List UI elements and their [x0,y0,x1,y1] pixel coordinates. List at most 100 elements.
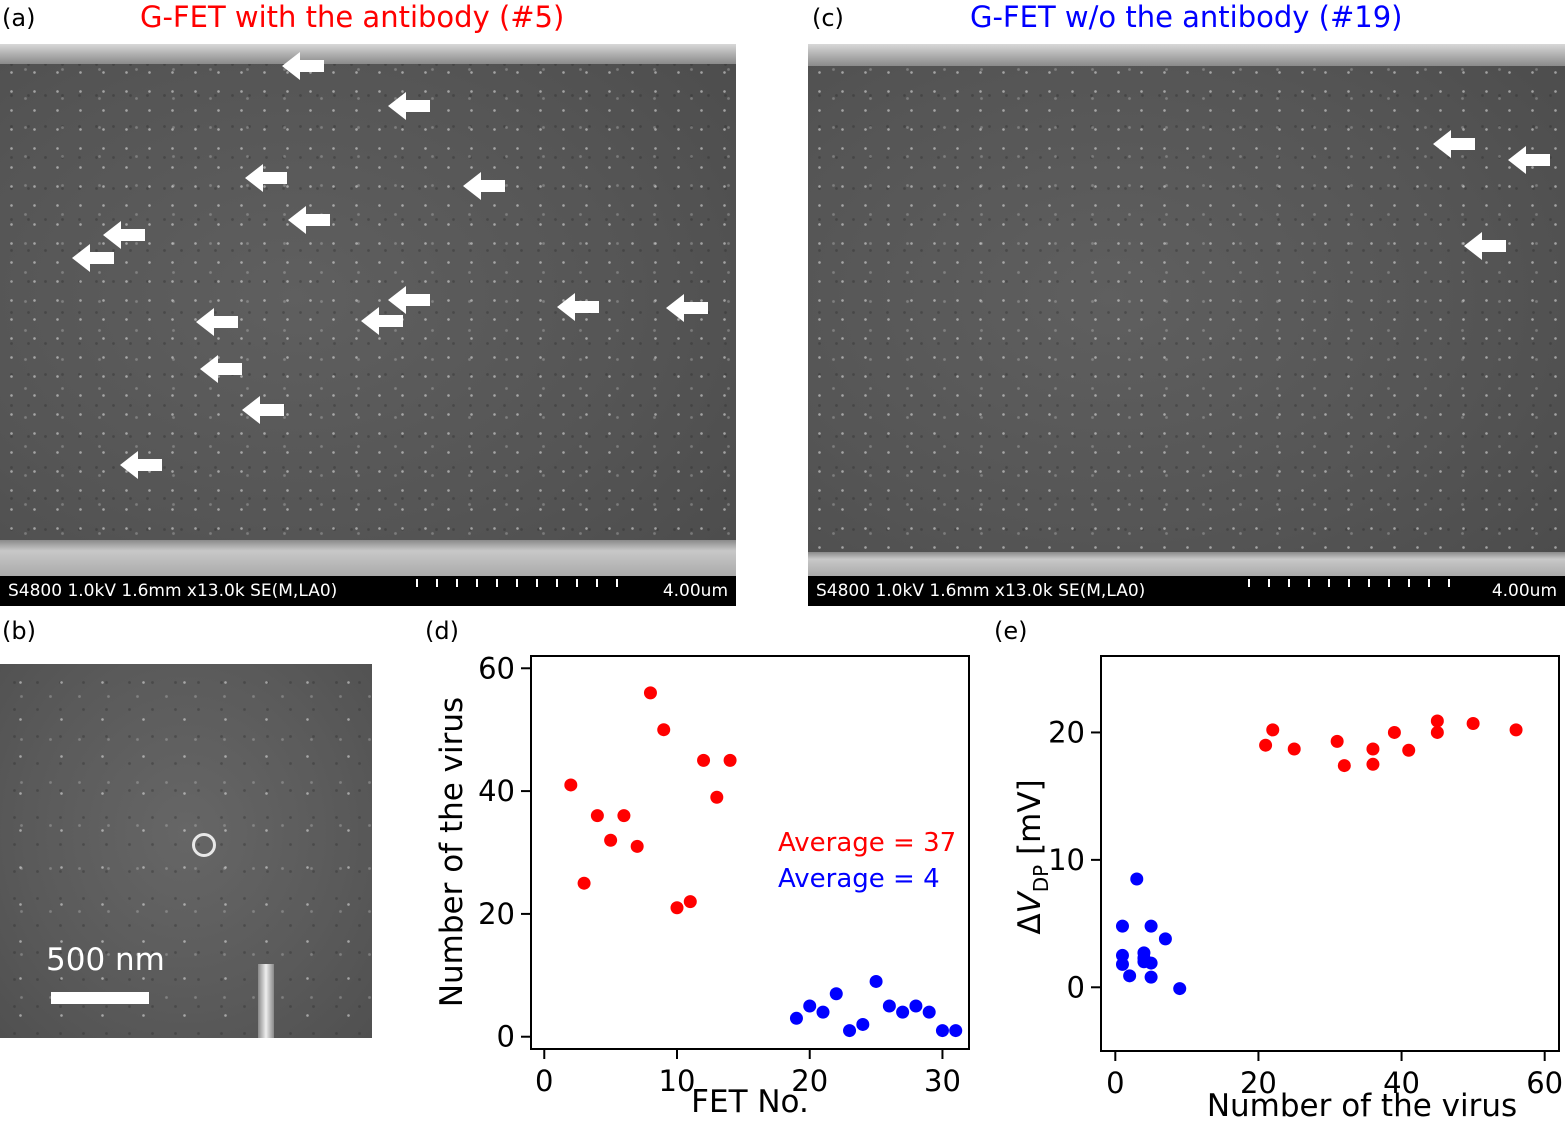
data-point [922,1005,936,1019]
panel-c-title: G-FET w/o the antibody (#19) [970,0,1403,34]
data-point [590,809,604,823]
chart-d-frame [530,655,970,1050]
data-point [630,839,644,853]
arrow-icon [72,244,114,272]
arrow-icon [288,206,330,234]
scale-tick [456,579,458,587]
x-tick-label: 20 [1240,1066,1277,1100]
sem-info-bar-c: S4800 1.0kV 1.6mm x13.0k SE(M,LA0) 4.00u… [808,576,1565,606]
scale-bar-b [51,992,149,1004]
scale-tick [1388,579,1390,587]
data-point [564,778,578,792]
chart-d-annotation-blue: Average = 4 [778,864,940,894]
data-point [577,876,591,890]
sem-info-a: S4800 1.0kV 1.6mm x13.0k SE(M,LA0) [8,581,338,601]
data-point [1115,919,1129,933]
scale-tick [516,579,518,587]
arrow-icon [463,172,505,200]
scale-tick [436,579,438,587]
virus-arrows-a [72,52,708,479]
data-point [1509,723,1523,737]
scale-tick [1408,579,1410,587]
data-point [670,901,684,915]
scale-tick [1288,579,1290,587]
data-point [1330,734,1344,748]
data-point [816,1005,830,1019]
x-tick-label: 40 [1383,1066,1420,1100]
data-point [604,833,618,847]
data-point [896,1005,910,1019]
panel-e-label: (e) [994,617,1028,645]
data-point [949,1024,963,1038]
scale-tick [1348,579,1350,587]
arrow-icon [200,355,242,383]
data-point [683,895,697,909]
data-point [1144,970,1158,984]
chart-d-points [564,686,963,1038]
arrow-icon [1508,146,1550,174]
electrode-bottom-edge [0,540,736,576]
data-point [882,999,896,1013]
data-point [643,686,657,700]
data-point [710,790,724,804]
data-point [657,723,671,737]
chart-e-ylabel: ΔVDP [mV] [1012,779,1053,934]
arrow-icon [196,308,238,336]
virus-particle [192,833,216,857]
data-point [1259,738,1273,752]
scale-tick [476,579,478,587]
scale-tick [1308,579,1310,587]
arrow-icon [557,293,599,321]
data-point [1287,742,1301,756]
data-point [789,1011,803,1025]
y-tick-label: 20 [478,897,515,931]
data-point [909,999,923,1013]
electrode-bottom-edge [808,552,1565,576]
data-point [723,753,737,767]
data-point [1387,725,1401,739]
data-point [1266,723,1280,737]
sem-image-b: 500 nm [0,664,372,1038]
scale-tick [1448,579,1450,587]
scale-label-b: 500 nm [46,942,165,978]
x-tick-label: 10 [659,1064,696,1098]
panel-b-label: (b) [2,617,36,645]
data-point [869,974,883,988]
arrow-icon [361,307,403,335]
chart-d-xlabel: FET No. [691,1084,809,1120]
chart-d: 0 10 20 30 0 20 40 60 FET No. Number of the vir… [434,651,970,1120]
scale-tick [496,579,498,587]
arrow-icon [245,164,287,192]
data-point [1466,717,1480,731]
scale-tick [1428,579,1430,587]
data-point [1158,932,1172,946]
y-tick-label: 10 [1048,843,1085,877]
scale-tick [616,579,618,587]
chart-d-annotation-red: Average = 37 [778,828,956,858]
arrow-icon [242,396,284,424]
x-tick-label: 30 [924,1064,961,1098]
panel-c-label: (c) [812,4,844,32]
data-point [1130,872,1144,886]
scale-tick [556,579,558,587]
y-tick-label: 60 [478,651,515,685]
sem-info-c: S4800 1.0kV 1.6mm x13.0k SE(M,LA0) [816,581,1146,601]
data-point [697,753,711,767]
chart-d-ticks: 0 10 20 30 0 20 40 60 [478,651,961,1098]
scale-tick [596,579,598,587]
sem-image-c: S4800 1.0kV 1.6mm x13.0k SE(M,LA0) 4.00u… [808,44,1565,606]
sem-info-bar-a: S4800 1.0kV 1.6mm x13.0k SE(M,LA0) 4.00u… [0,576,736,606]
scale-tick [576,579,578,587]
arrow-icon [388,286,430,314]
chart-e-xlabel: Number of the virus [1207,1088,1517,1122]
arrow-icon [1433,130,1475,158]
y-tick-label: 20 [1048,715,1085,749]
sem-image-a: S4800 1.0kV 1.6mm x13.0k SE(M,LA0) 4.00u… [0,44,736,606]
panel-d-label: (d) [425,617,459,645]
data-point [1366,742,1380,756]
chart-e-frame [1100,655,1560,1052]
scale-tick [1328,579,1330,587]
scale-tick [1268,579,1270,587]
data-point [617,809,631,823]
y-tick-label: 0 [1067,970,1085,1004]
